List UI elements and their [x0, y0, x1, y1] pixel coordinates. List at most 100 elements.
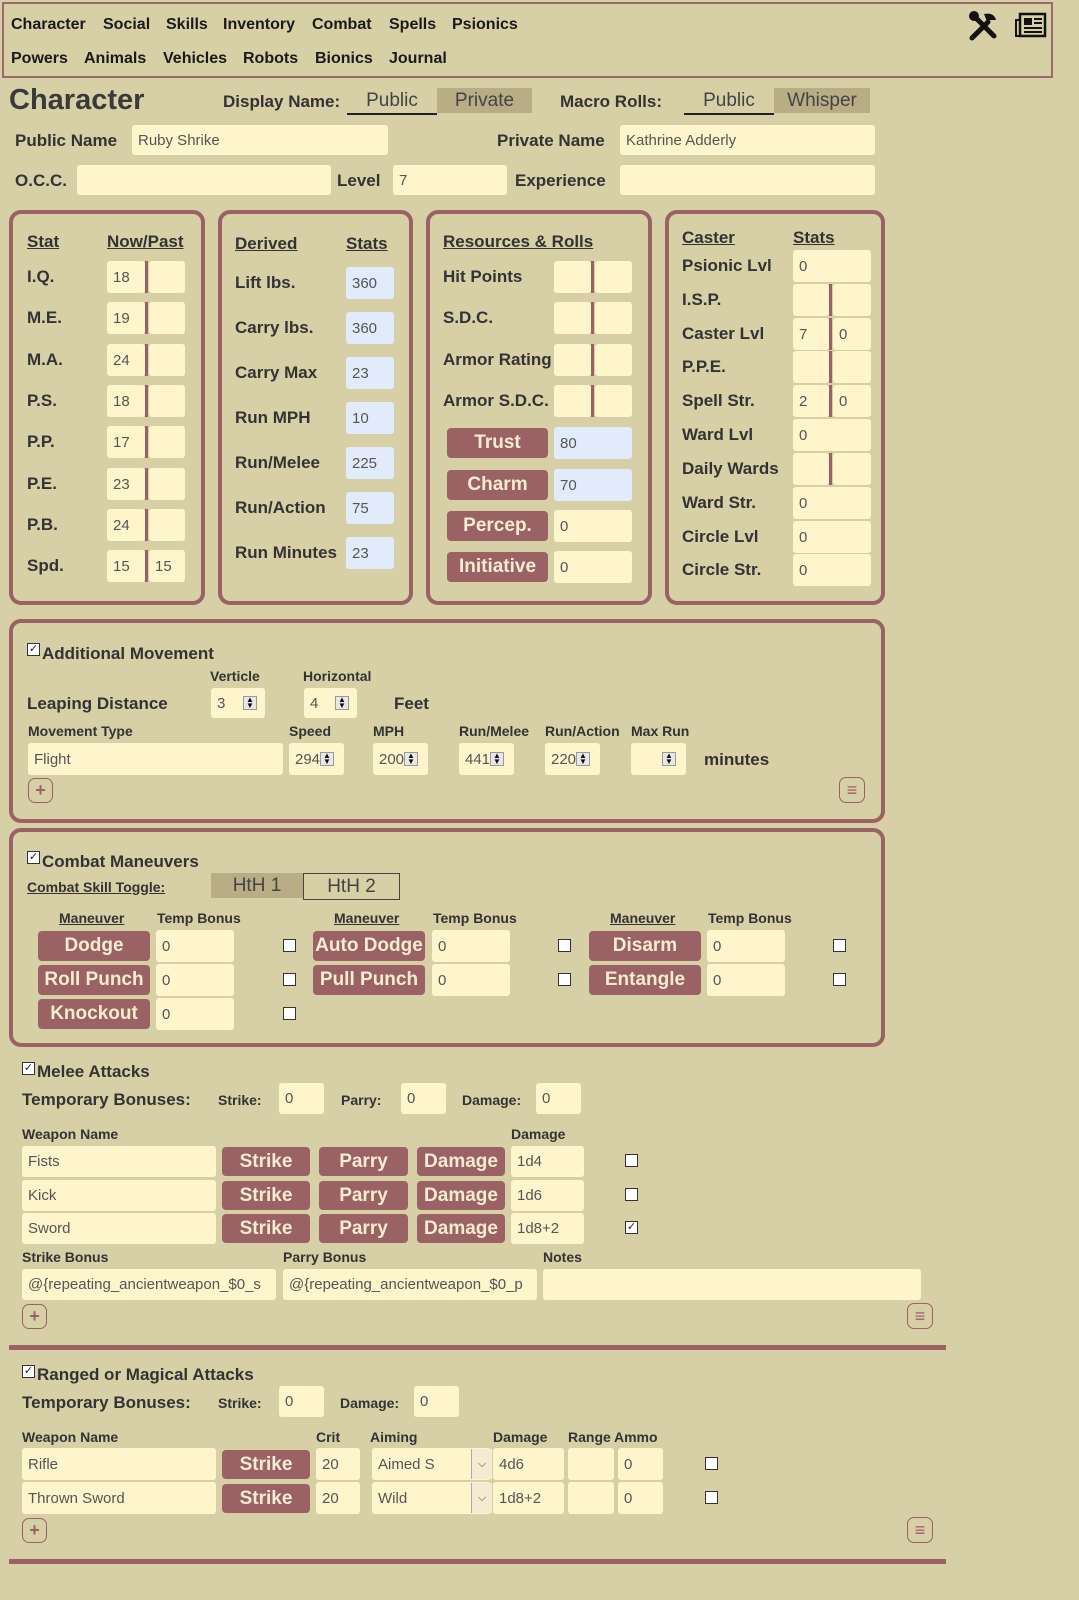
caster-value-b[interactable]: 0 [833, 318, 871, 350]
derived-value[interactable]: 10 [346, 402, 394, 434]
experience-input[interactable] [620, 165, 875, 195]
weapon-damage-input[interactable]: 1d4 [511, 1146, 584, 1177]
add-movement-button[interactable]: + [28, 778, 53, 803]
parry-button[interactable]: Parry [319, 1181, 408, 1210]
stat-past-input[interactable]: 15 [149, 550, 185, 582]
toggle-hth1[interactable]: HtH 1 [211, 873, 303, 898]
movement-checkbox[interactable]: ✓ [27, 643, 40, 656]
maneuver-bonus-input[interactable]: 0 [707, 930, 785, 962]
melee-damage-input[interactable]: 0 [536, 1083, 581, 1114]
display-name-private[interactable]: Private [437, 88, 532, 113]
range-input[interactable] [568, 1448, 614, 1480]
chevron-down-icon[interactable]: ⌵ [471, 1483, 492, 1513]
movement-max-run-input[interactable] [631, 743, 686, 775]
macro-whisper[interactable]: Whisper [774, 88, 870, 113]
stat-now-input[interactable]: 18 [107, 261, 145, 293]
crit-input[interactable]: 20 [316, 1482, 360, 1514]
combat-checkbox[interactable]: ✓ [27, 851, 40, 864]
roll-button-initiative[interactable]: Initiative [447, 552, 548, 582]
stat-now-input[interactable]: 15 [107, 550, 145, 582]
weapon-damage-input[interactable]: 1d6 [511, 1180, 584, 1211]
strike-button[interactable]: Strike [222, 1181, 310, 1210]
nav-tab-bionics[interactable]: Bionics [315, 50, 373, 67]
melee-menu-button[interactable]: ≡ [907, 1303, 933, 1329]
caster-value-b[interactable] [833, 284, 871, 316]
derived-value[interactable]: 360 [346, 267, 394, 299]
display-name-public[interactable]: Public [347, 88, 437, 115]
ranged-checkbox-row[interactable] [705, 1491, 718, 1504]
stat-past-input[interactable] [149, 302, 185, 334]
maneuver-checkbox[interactable] [833, 939, 846, 952]
maneuver-checkbox[interactable] [558, 939, 571, 952]
occ-input[interactable] [77, 165, 331, 195]
maneuver-bonus-input[interactable]: 0 [156, 964, 234, 996]
derived-value[interactable]: 225 [346, 447, 394, 479]
stat-now-input[interactable]: 24 [107, 509, 145, 541]
caster-value-a[interactable] [793, 351, 829, 383]
ranged-checkbox-row[interactable] [705, 1457, 718, 1470]
stat-now-input[interactable]: 19 [107, 302, 145, 334]
roll-button-charm[interactable]: Charm [447, 470, 548, 500]
resource-max[interactable] [595, 302, 632, 334]
ammo-input[interactable]: 0 [618, 1482, 663, 1514]
weapon-name-input[interactable]: Kick [22, 1180, 216, 1211]
maneuver-checkbox[interactable] [283, 973, 296, 986]
level-input[interactable]: 7 [393, 165, 507, 195]
caster-value-a[interactable]: 7 [793, 318, 829, 350]
ranged-menu-button[interactable]: ≡ [907, 1517, 933, 1543]
derived-value[interactable]: 75 [346, 492, 394, 524]
movement-type-input[interactable]: Flight [28, 743, 283, 775]
derived-value[interactable]: 360 [346, 312, 394, 344]
movement-menu-button[interactable]: ≡ [839, 777, 865, 803]
roll-value[interactable]: 0 [554, 551, 632, 583]
nav-tab-character[interactable]: Character [11, 16, 86, 33]
add-melee-button[interactable]: + [22, 1304, 47, 1329]
caster-value[interactable]: 0 [793, 554, 871, 586]
movement-mph-input[interactable]: 200 [373, 743, 428, 775]
weapon-name-input[interactable]: Fists [22, 1146, 216, 1177]
weapon-damage-input[interactable]: 1d8+2 [511, 1213, 584, 1244]
caster-value-a[interactable] [793, 453, 829, 485]
nav-tab-inventory[interactable]: Inventory [223, 16, 296, 33]
resource-max[interactable] [595, 261, 632, 293]
ranged-checkbox[interactable]: ✓ [22, 1365, 35, 1378]
spinner-arrows-icon[interactable]: ▲ ▼ [662, 752, 676, 766]
stat-past-input[interactable] [149, 385, 185, 417]
melee-checkbox[interactable]: ✓ [22, 1062, 35, 1075]
ammo-input[interactable]: 0 [618, 1448, 663, 1480]
nav-tab-vehicles[interactable]: Vehicles [163, 50, 228, 67]
weapon-checkbox[interactable] [625, 1188, 638, 1201]
damage-button[interactable]: Damage [417, 1214, 505, 1243]
caster-value-b[interactable] [833, 453, 871, 485]
spinner-arrows-icon[interactable]: ▲ ▼ [335, 696, 349, 710]
nav-tab-journal[interactable]: Journal [389, 50, 447, 67]
nav-tab-psionics[interactable]: Psionics [452, 16, 518, 33]
caster-value[interactable]: 0 [793, 419, 871, 451]
stat-past-input[interactable] [149, 344, 185, 376]
stat-past-input[interactable] [149, 426, 185, 458]
ranged-strike-button[interactable]: Strike [222, 1450, 310, 1479]
nav-tab-powers[interactable]: Powers [11, 50, 68, 67]
weapon-checkbox[interactable]: ✓ [625, 1221, 638, 1234]
parry-button[interactable]: Parry [319, 1147, 408, 1176]
newspaper-icon[interactable] [1015, 12, 1047, 40]
resource-current[interactable] [554, 385, 591, 417]
tools-icon[interactable] [966, 10, 1000, 44]
notes-textarea[interactable] [543, 1269, 921, 1300]
resource-max[interactable] [595, 385, 632, 417]
caster-value[interactable]: 0 [793, 521, 871, 553]
maneuver-checkbox[interactable] [283, 939, 296, 952]
spinner-arrows-icon[interactable]: ▲ ▼ [404, 752, 418, 766]
derived-value[interactable]: 23 [346, 357, 394, 389]
ranged-damage-input[interactable]: 0 [414, 1386, 459, 1417]
damage-button[interactable]: Damage [417, 1147, 505, 1176]
stat-past-input[interactable] [149, 509, 185, 541]
maneuver-button-dodge[interactable]: Dodge [38, 931, 150, 961]
ranged-strike-button[interactable]: Strike [222, 1484, 310, 1513]
stat-past-input[interactable] [149, 468, 185, 500]
nav-tab-animals[interactable]: Animals [84, 50, 147, 67]
caster-value[interactable]: 0 [793, 250, 871, 282]
parry-button[interactable]: Parry [319, 1214, 408, 1243]
movement-run-action-input[interactable]: 220 [545, 743, 600, 775]
stat-now-input[interactable]: 17 [107, 426, 145, 458]
